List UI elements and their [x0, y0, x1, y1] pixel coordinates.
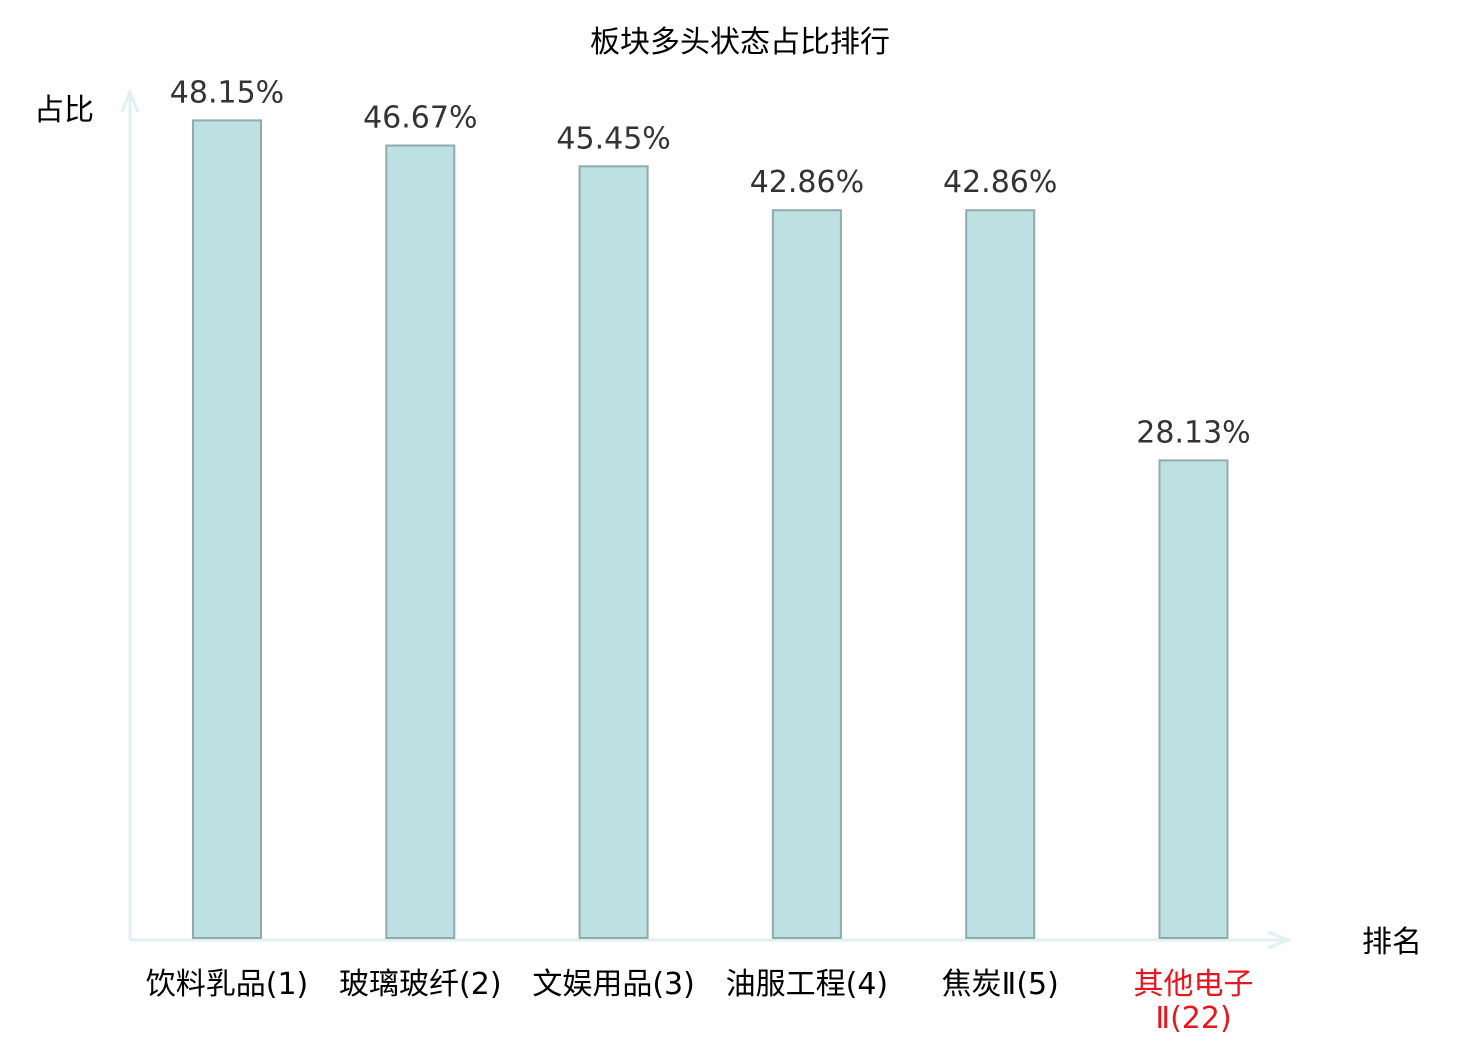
category-label-2: 玻璃玻纤(2) [339, 967, 502, 1002]
value-labels-layer: 48.15% 46.67% 45.45% 42.86% 42.86% 28.13% [170, 75, 1251, 450]
category-label-3: 文娱用品(3) [532, 967, 695, 1002]
bar-1 [192, 119, 262, 939]
value-label-6: 28.13% [1136, 415, 1250, 450]
value-label-5: 42.86% [943, 165, 1057, 200]
bar-6 [1158, 459, 1229, 939]
x-axis-label: 排名 [1362, 925, 1422, 960]
chart-title: 板块多头状态占比排行 [590, 25, 890, 60]
category-label-6-line-1: 其他电子 [1134, 967, 1254, 1002]
value-label-1: 48.15% [170, 75, 284, 110]
value-label-3: 45.45% [556, 121, 670, 156]
bar-5 [965, 209, 1036, 939]
category-label-4: 油服工程(4) [726, 967, 889, 1002]
category-labels-layer: 饮料乳品(1) 玻璃玻纤(2) 文娱用品(3) 油服工程(4) 焦炭Ⅱ(5) 其他电子Ⅱ(… [146, 967, 1254, 1036]
bar-2 [385, 144, 456, 939]
y-axis-label: 占比 [34, 93, 94, 128]
bar-4 [771, 209, 842, 939]
category-label-5: 焦炭Ⅱ(5) [942, 967, 1059, 1002]
bar-3 [578, 165, 649, 940]
value-label-2: 46.67% [363, 101, 477, 136]
value-label-4: 42.86% [750, 165, 864, 200]
category-label-6-line-2: Ⅱ(22) [1155, 1001, 1231, 1036]
bars-layer [192, 119, 1229, 940]
category-label-1: 饮料乳品(1) [146, 967, 309, 1002]
